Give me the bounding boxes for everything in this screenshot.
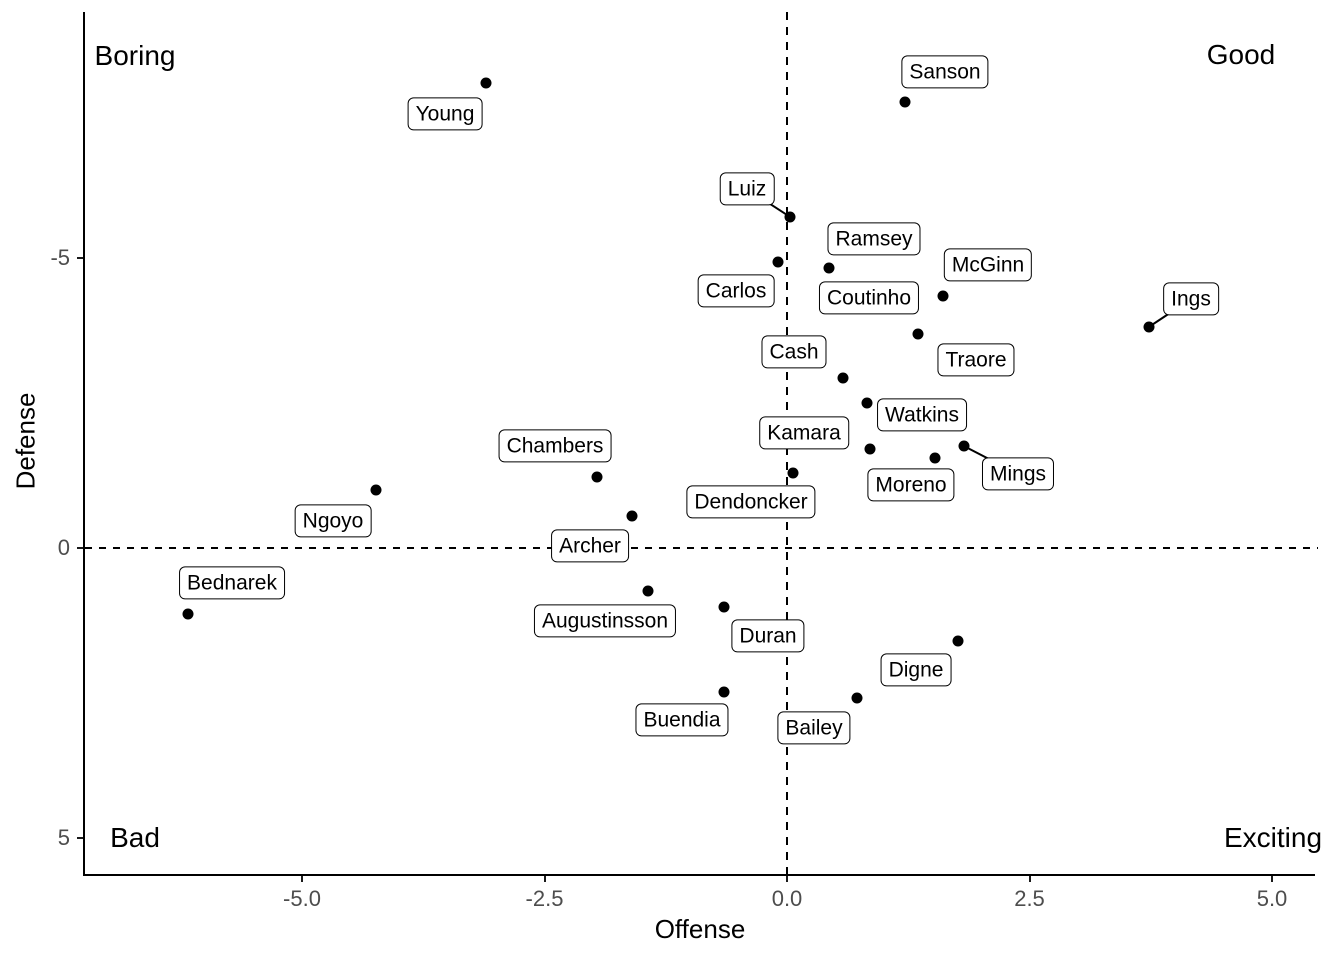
data-point [370, 484, 382, 496]
data-point [480, 77, 492, 89]
player-label: Sanson [901, 55, 989, 89]
data-point [899, 96, 911, 108]
data-point [823, 262, 835, 274]
y-axis-line [83, 12, 85, 876]
x-axis-title: Offense [654, 914, 746, 944]
x-tick-label: 0.0 [771, 886, 803, 911]
data-point [861, 397, 873, 409]
player-label: Bailey [777, 711, 851, 745]
quadrant-label-top-right: Good [1206, 39, 1276, 70]
data-point [787, 467, 799, 479]
y-tick-mark [77, 257, 83, 259]
data-point [864, 443, 876, 455]
player-label: Chambers [498, 429, 612, 463]
x-axis-line [83, 874, 1315, 876]
data-point [929, 452, 941, 464]
data-point [837, 372, 849, 384]
data-point [718, 601, 730, 613]
data-point [851, 692, 863, 704]
player-label: Ramsey [827, 222, 921, 256]
player-label: McGinn [943, 248, 1033, 282]
player-label: Dendoncker [686, 485, 816, 519]
player-label: Moreno [867, 468, 955, 502]
quadrant-label-bottom-left: Bad [110, 822, 160, 853]
player-label: Buendia [635, 703, 729, 737]
data-point [642, 585, 654, 597]
data-point [1143, 321, 1155, 333]
quadrant-label-bottom-right: Exciting [1223, 822, 1323, 853]
data-point [772, 256, 784, 268]
player-label: Kamara [759, 416, 849, 450]
x-tick-mark [543, 876, 546, 882]
y-tick-label: 0 [57, 535, 70, 560]
player-label: Luiz [719, 172, 775, 206]
x-tick-mark [301, 876, 303, 882]
player-label: Cash [761, 335, 827, 369]
player-label: Augustinsson [533, 604, 677, 638]
y-tick-mark [77, 837, 83, 839]
data-point [591, 471, 603, 483]
player-label: Ngoyo [294, 504, 372, 538]
player-label: Digne [880, 653, 952, 687]
data-point [626, 510, 638, 522]
player-label: Bednarek [179, 566, 285, 600]
player-label: Watkins [877, 398, 967, 432]
x-tick-label: -5.0 [283, 886, 321, 911]
data-point [912, 328, 924, 340]
quadrant-label-top-left: Boring [94, 40, 176, 71]
player-label: Traore [937, 343, 1015, 377]
data-point [952, 635, 964, 647]
player-label: Mings [981, 457, 1055, 491]
x-tick-mark [1271, 876, 1273, 882]
player-label: Duran [731, 619, 805, 653]
data-point [958, 440, 970, 452]
player-label: Ings [1163, 282, 1219, 316]
player-label: Young [407, 97, 483, 131]
y-tick-label: 5 [57, 825, 70, 850]
x-tick-label: 5.0 [1256, 886, 1288, 911]
data-point [182, 608, 194, 620]
x-tick-mark [786, 876, 788, 882]
y-tick-label: -5 [50, 245, 70, 270]
data-point [784, 211, 796, 223]
x-tick-label: 2.5 [1014, 886, 1045, 911]
player-label: Coutinho [818, 281, 920, 315]
data-point [937, 290, 949, 302]
x-tick-label: -2.5 [525, 886, 564, 911]
player-label: Carlos [697, 274, 775, 308]
player-label: Archer [551, 529, 629, 563]
zero-defense-dashed-line [85, 547, 1318, 549]
y-tick-mark [77, 547, 83, 549]
x-tick-mark [1028, 876, 1031, 882]
data-point [718, 686, 730, 698]
